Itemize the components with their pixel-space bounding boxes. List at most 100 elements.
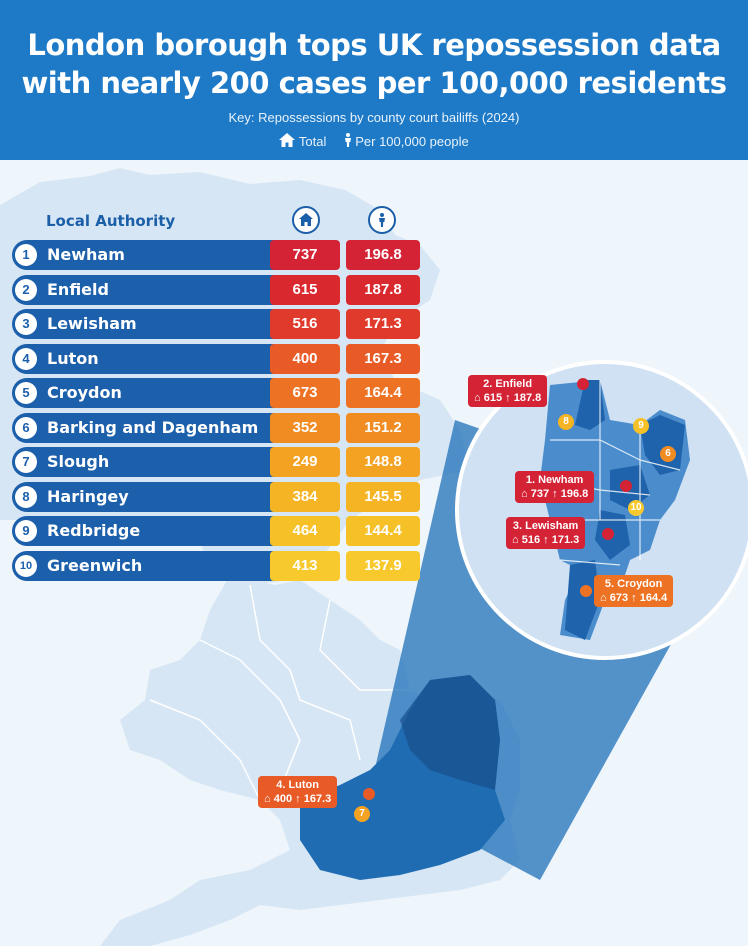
authority-name: Haringey	[47, 486, 129, 506]
house-icon	[279, 133, 296, 150]
pin-per: 187.8	[513, 392, 542, 404]
pin-label-newham: 1. Newham ⌂ 737 ↑ 196.8	[515, 471, 595, 503]
table-row: 2 Enfield 615 187.8	[12, 274, 422, 305]
table-row: 4 Luton 400 167.3	[12, 343, 422, 374]
pin-title: 3. Lewisham	[512, 520, 579, 532]
house-icon: ⌂	[521, 488, 528, 500]
rank-badge: 7	[15, 451, 37, 473]
marker-luton	[363, 788, 375, 800]
person-icon: ↑	[552, 488, 558, 500]
total-value: 737	[270, 240, 340, 270]
house-icon: ⌂	[474, 392, 481, 404]
page-title: London borough tops UK repossession data…	[0, 26, 748, 102]
authority-name: Enfield	[47, 279, 109, 299]
total-value: 384	[270, 481, 340, 512]
person-icon: ↑	[505, 392, 511, 404]
authority-name: Croydon	[47, 383, 122, 402]
map-area	[0, 160, 748, 946]
authority-name: Slough	[47, 452, 110, 471]
scotland-landmass	[0, 168, 470, 585]
pin-total: 400	[273, 793, 293, 805]
rank-badge: 2	[15, 278, 37, 301]
column-header-local-authority: Local Authority	[46, 212, 176, 230]
marker-redbridge: 9	[633, 418, 649, 434]
per-100k-column-person-icon	[368, 206, 396, 234]
pin-title: 4. Luton	[276, 779, 319, 791]
pin-total: 673	[609, 592, 629, 604]
per-100k-value: 151.2	[346, 412, 420, 443]
table-row: 5 Croydon 673 164.4	[12, 378, 422, 408]
pin-label-luton: 4. Luton ⌂ 400 ↑ 167.3	[258, 776, 338, 808]
repossession-table: 1 Newham 737 196.8 2 Enfield 615 187.8 3…	[12, 240, 422, 585]
rank-badge: 10	[15, 554, 37, 577]
pin-label-enfield: 2. Enfield ⌂ 615 ↑ 187.8	[468, 375, 548, 407]
table-row: 9 Redbridge 464 144.4	[12, 516, 422, 546]
legend-per-label: Per 100,000 people	[355, 134, 469, 150]
per-100k-value: 137.9	[346, 550, 420, 581]
total-value: 249	[270, 447, 340, 477]
marker-slough: 7	[354, 806, 370, 822]
authority-name: Newham	[47, 245, 125, 264]
total-value: 413	[270, 550, 340, 581]
legend-total-label: Total	[298, 134, 327, 150]
key-description: Key: Repossessions by county court baili…	[228, 110, 520, 125]
pin-per: 164.4	[639, 592, 668, 604]
per-100k-value: 171.3	[346, 309, 420, 339]
per-100k-value: 167.3	[346, 343, 420, 374]
rank-badge: 8	[15, 485, 37, 508]
table-row: 10 Greenwich 413 137.9	[12, 550, 422, 581]
borough-borders	[544, 380, 681, 566]
per-100k-value: 164.4	[346, 378, 420, 408]
house-icon: ⌂	[264, 793, 271, 805]
marker-enfield	[577, 378, 589, 390]
per-100k-value: 187.8	[346, 274, 420, 305]
region-borders	[149, 584, 410, 801]
rank-badge: 5	[15, 382, 37, 404]
authority-name: Barking and Dagenham	[47, 417, 259, 437]
pin-label-lewisham: 3. Lewisham ⌂ 516 ↑ 171.3	[506, 517, 586, 549]
per-100k-value: 196.8	[346, 240, 420, 270]
pin-title: 2. Enfield	[483, 378, 533, 390]
authority-name: Redbridge	[47, 521, 141, 540]
title-line-1: London borough tops UK repossession data	[27, 28, 721, 62]
pin-title: 5. Croydon	[604, 578, 663, 590]
pin-label-croydon: 5. Croydon ⌂ 673 ↑ 164.4	[594, 575, 674, 607]
total-value: 615	[270, 274, 340, 305]
marker-barking-dagenham: 6	[660, 446, 676, 462]
total-value: 400	[270, 343, 340, 374]
pin-per: 167.3	[303, 793, 332, 805]
authority-name: Lewisham	[47, 314, 137, 333]
per-100k-value: 144.4	[346, 516, 420, 546]
per-100k-value: 145.5	[346, 481, 420, 512]
marker-lewisham	[602, 528, 614, 540]
marker-greenwich: 10	[628, 500, 644, 516]
person-icon	[344, 133, 352, 150]
rank-badge: 9	[15, 520, 37, 542]
rank-badge: 4	[15, 347, 37, 370]
pin-total: 516	[521, 534, 541, 546]
authority-name: Greenwich	[47, 555, 143, 575]
person-icon: ↑	[631, 592, 637, 604]
person-icon: ↑	[295, 793, 301, 805]
east-region	[400, 675, 500, 790]
total-value: 352	[270, 412, 340, 443]
house-icon: ⌂	[600, 592, 607, 604]
total-column-house-icon	[292, 206, 320, 234]
pin-title: 1. Newham	[525, 474, 584, 486]
table-row: 1 Newham 737 196.8	[12, 240, 422, 270]
header-banner: London borough tops UK repossession data…	[0, 0, 748, 160]
total-value: 673	[270, 378, 340, 408]
table-row: 8 Haringey 384 145.5	[12, 481, 422, 512]
map-illustration	[0, 168, 748, 946]
authority-name: Luton	[47, 348, 99, 368]
house-icon: ⌂	[512, 534, 519, 546]
table-row: 7 Slough 249 148.8	[12, 447, 422, 477]
pin-per: 171.3	[551, 534, 580, 546]
key-legend: Total Per 100,000 people	[0, 133, 748, 150]
pin-total: 737	[530, 488, 550, 500]
pin-per: 196.8	[560, 488, 589, 500]
marker-newham	[620, 480, 632, 492]
total-value: 516	[270, 309, 340, 339]
rank-badge: 1	[15, 244, 37, 266]
pin-total: 615	[483, 392, 503, 404]
